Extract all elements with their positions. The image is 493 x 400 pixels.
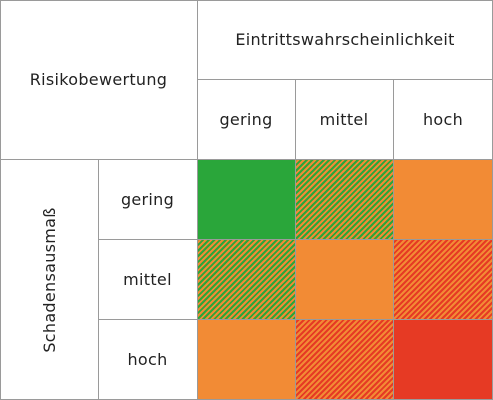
row-header-gering: gering (120, 189, 175, 209)
column-header-mittel: mittel (319, 109, 369, 129)
risk-cell-mittel-hoch (393, 239, 493, 319)
row-header-mittel: mittel (123, 269, 172, 289)
risk-cell-mittel-gering (197, 239, 295, 319)
border-line (0, 0, 1, 400)
border-line (0, 0, 493, 1)
column-group-label: Eintrittswahrscheinlichkeit (235, 30, 455, 49)
row-group-label: Schadensausmaß (40, 207, 59, 353)
grid-line (197, 0, 198, 400)
risk-cell-hoch-mittel (295, 319, 393, 400)
grid-line (393, 79, 394, 400)
risk-cell-hoch-gering (197, 319, 295, 400)
risk-cell-gering-mittel (295, 159, 393, 239)
grid-line (295, 79, 296, 400)
grid-line (197, 79, 493, 80)
column-header-hoch: hoch (422, 109, 464, 129)
risk-cell-hoch-hoch (393, 319, 493, 400)
grid-line (0, 159, 493, 160)
grid-line (98, 159, 99, 400)
risk-cell-gering-hoch (393, 159, 493, 239)
risk-cell-mittel-mittel (295, 239, 393, 319)
column-header-gering: gering (219, 109, 273, 129)
row-header-hoch: hoch (127, 350, 168, 369)
corner-label: Risikobewertung (29, 70, 168, 89)
risk-cell-gering-gering (197, 159, 295, 239)
